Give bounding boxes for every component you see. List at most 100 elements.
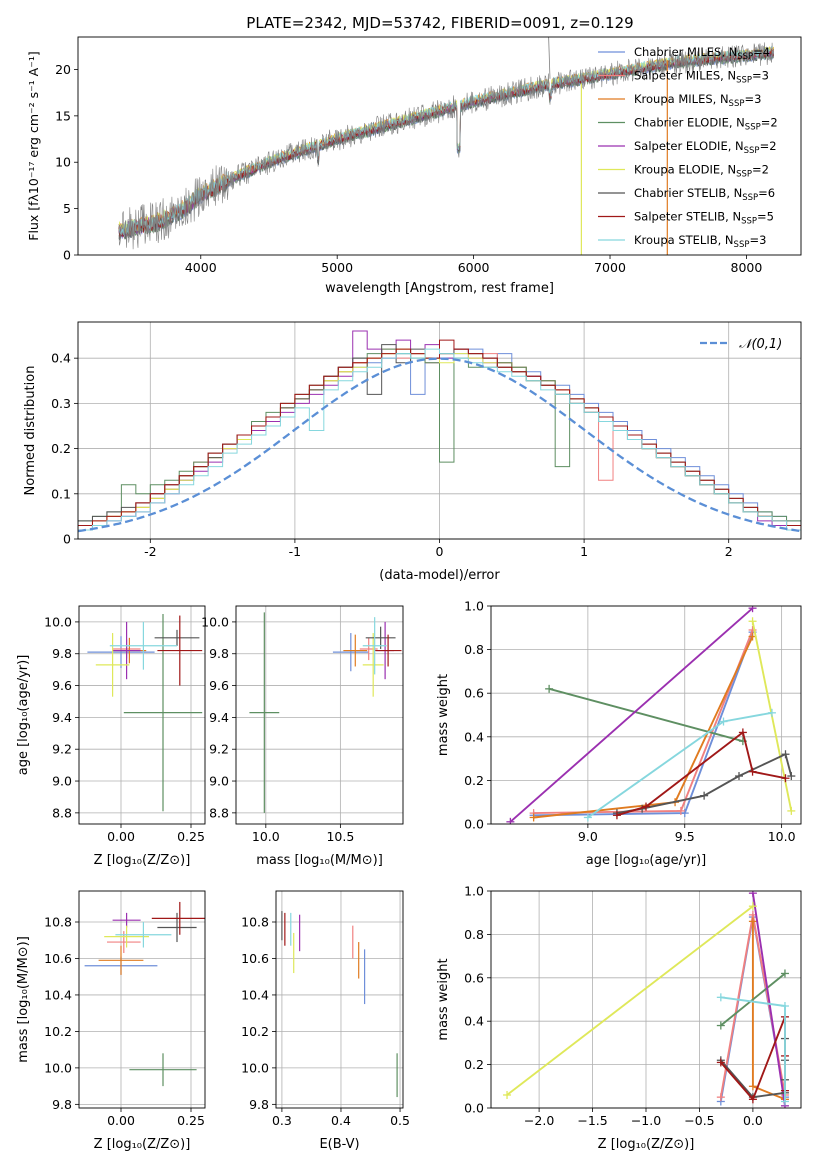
y-tick-label: 0.4 (464, 729, 484, 744)
weight-line-salpeter_elodie (751, 893, 786, 1106)
legend-label-count: =2 (752, 163, 769, 177)
legend-label-main: Salpeter STELIB, N (634, 210, 741, 224)
legend-label-main: Chabrier STELIB, N (634, 186, 742, 200)
errorbar-point-kroupa_elodie (104, 925, 149, 948)
x-tick-label: 1 (580, 544, 588, 559)
observed-spectrum (118, 42, 774, 250)
weight-marker-salpeter_stelib (781, 774, 790, 783)
y-tick-label: 0.1 (51, 486, 71, 501)
errorbar-point-chabrier_miles (332, 633, 369, 672)
axes-frame (275, 890, 404, 1109)
weight-marker-kroupa_elodie (503, 1090, 512, 1099)
legend-label: Kroupa MILES, NSSP=3 (634, 92, 761, 109)
y-tick-label: 9.0 (209, 774, 229, 789)
legend-label-sub: SSP (737, 52, 753, 62)
weight-marker-kroupa_stelib (583, 813, 592, 822)
x-tick-label: 0.25 (177, 829, 205, 844)
legend-entry: 𝒩(0,1) (700, 337, 782, 352)
y-tick-label: 10.8 (241, 915, 269, 930)
panel-weight-vs-z: −2.0 −1.5 −1.0 −0.5 0.0 0.0 0.2 0.4 0.6 0.8 1.0 Z [… (436, 884, 802, 1152)
legend-label: 𝒩(0,1) (739, 337, 782, 352)
weight-marker-chabrier_elodie (780, 969, 789, 978)
weight-line-kroupa_elodie (506, 905, 754, 1096)
y-tick-label: 0.0 (464, 1101, 484, 1116)
axes-frame (78, 890, 206, 1109)
legend-label-sub: SSP (736, 170, 752, 180)
y-tick-label: 10.0 (44, 614, 72, 629)
gaussian-curve (78, 357, 801, 533)
weight-marker-chabrier_stelib (787, 772, 796, 781)
x-tick-label: −2.0 (524, 1113, 554, 1128)
errorbar-point-kroupa_stelib (115, 922, 172, 948)
y-tick-label: 9.2 (52, 742, 72, 757)
plot-area-weight-vs-z (503, 891, 789, 1108)
y-tick-label: 10.0 (201, 614, 229, 629)
weight-marker-salpeter_stelib (748, 767, 757, 776)
plot-area-residuals (78, 330, 801, 539)
y-axis-label: age [log₁₀(age/yr)] (16, 655, 31, 776)
legend-label-main: Kroupa MILES, N (634, 92, 729, 106)
legend-label-sub: SSP (745, 123, 761, 133)
weight-marker-salpeter_stelib (716, 1058, 725, 1067)
y-tick-label: 10.0 (44, 1060, 72, 1075)
legend-label-count: =5 (757, 210, 774, 224)
x-tick-label: 0.0 (743, 1113, 763, 1128)
y-tick-label: 15 (55, 108, 71, 123)
plot-area-spectrum (118, 37, 775, 255)
errorbar-point-salpeter_elodie (112, 912, 141, 928)
x-axis-label: E(B-V) (319, 1137, 359, 1152)
x-tick-label: −0.5 (684, 1113, 714, 1128)
legend-entry: Kroupa STELIB, NSSP=3 (598, 233, 766, 250)
y-tick-label: 0.8 (464, 927, 484, 942)
legend-label: Kroupa ELODIE, NSSP=2 (634, 163, 769, 180)
legend-label: Kroupa STELIB, NSSP=3 (634, 233, 766, 250)
legend-label-count: =4 (753, 45, 770, 59)
errorbar-point-kroupa_elodie (362, 633, 384, 697)
weight-marker-salpeter_elodie (748, 891, 757, 898)
x-tick-label: 0.00 (107, 1113, 135, 1128)
legend-entry: Salpeter STELIB, NSSP=5 (598, 210, 774, 227)
axes-frame (490, 605, 802, 825)
weight-marker-kroupa_stelib (719, 717, 728, 726)
y-tick-label: 0.2 (464, 1057, 484, 1072)
legend-entry: Chabrier STELIB, NSSP=6 (598, 186, 775, 203)
y-tick-label: 9.6 (52, 678, 72, 693)
weight-marker-salpeter_miles (676, 806, 685, 815)
x-tick-label: 7000 (594, 260, 626, 275)
x-axis-label: wavelength [Angstrom, rest frame] (325, 281, 554, 296)
x-tick-label: 0.5 (390, 1113, 410, 1128)
y-tick-label: 9.4 (52, 710, 72, 725)
panel-mass-vs-z: 0.00 0.25 9.8 10.0 10.2 10.4 10.6 10.8 Z [log₁₀(… (16, 890, 206, 1152)
y-tick-label: 10.4 (241, 987, 269, 1002)
y-tick-label: 0.4 (464, 1014, 484, 1029)
panel-age-vs-mass: 10.0 10.5 8.8 9.0 9.2 9.4 9.6 9.8 10.0 mass [log₁… (201, 605, 404, 868)
legend-label-main: Kroupa STELIB, N (634, 233, 734, 247)
y-tick-label: 10.0 (241, 1060, 269, 1075)
weight-marker-kroupa_elodie (787, 806, 796, 815)
y-tick-label: 0.3 (51, 396, 71, 411)
x-tick-label: 5000 (321, 260, 353, 275)
y-tick-label: 5 (63, 201, 71, 216)
y-tick-label: 20 (55, 62, 71, 77)
legend-label: Chabrier ELODIE, NSSP=2 (634, 116, 778, 133)
errorbar-point-kroupa_stelib (362, 617, 387, 675)
y-axis-label: Flux [fλ10⁻¹⁷ erg cm⁻² s⁻¹ A⁻¹] (26, 51, 41, 240)
axes-frame (235, 605, 404, 825)
y-tick-label: 10.6 (44, 951, 72, 966)
legend-label-sub: SSP (734, 240, 750, 250)
y-axis-label: mass [log₁₀(M/M⊙)] (16, 936, 31, 1063)
legend-label-count: =2 (761, 116, 778, 130)
x-axis-label: Z [log₁₀(Z/Z⊙)] (94, 853, 191, 868)
errorbar-point-salpeter_stelib (157, 615, 203, 686)
weight-marker-kroupa_stelib (767, 708, 776, 717)
plot-area-weight-vs-age (506, 606, 796, 824)
legend-label-count: =3 (749, 233, 766, 247)
legend-label-count: =3 (752, 69, 769, 83)
x-tick-label: 0 (436, 544, 444, 559)
errorbar-point-chabrier_stelib (154, 629, 200, 646)
axes-frame (78, 605, 206, 825)
errorbar-point-kroupa_stelib (109, 621, 177, 670)
errorbar-point-kroupa_miles (98, 945, 144, 975)
errorbar-point-chabrier_elodie (129, 1053, 197, 1087)
legend-label: Chabrier STELIB, NSSP=6 (634, 186, 775, 203)
